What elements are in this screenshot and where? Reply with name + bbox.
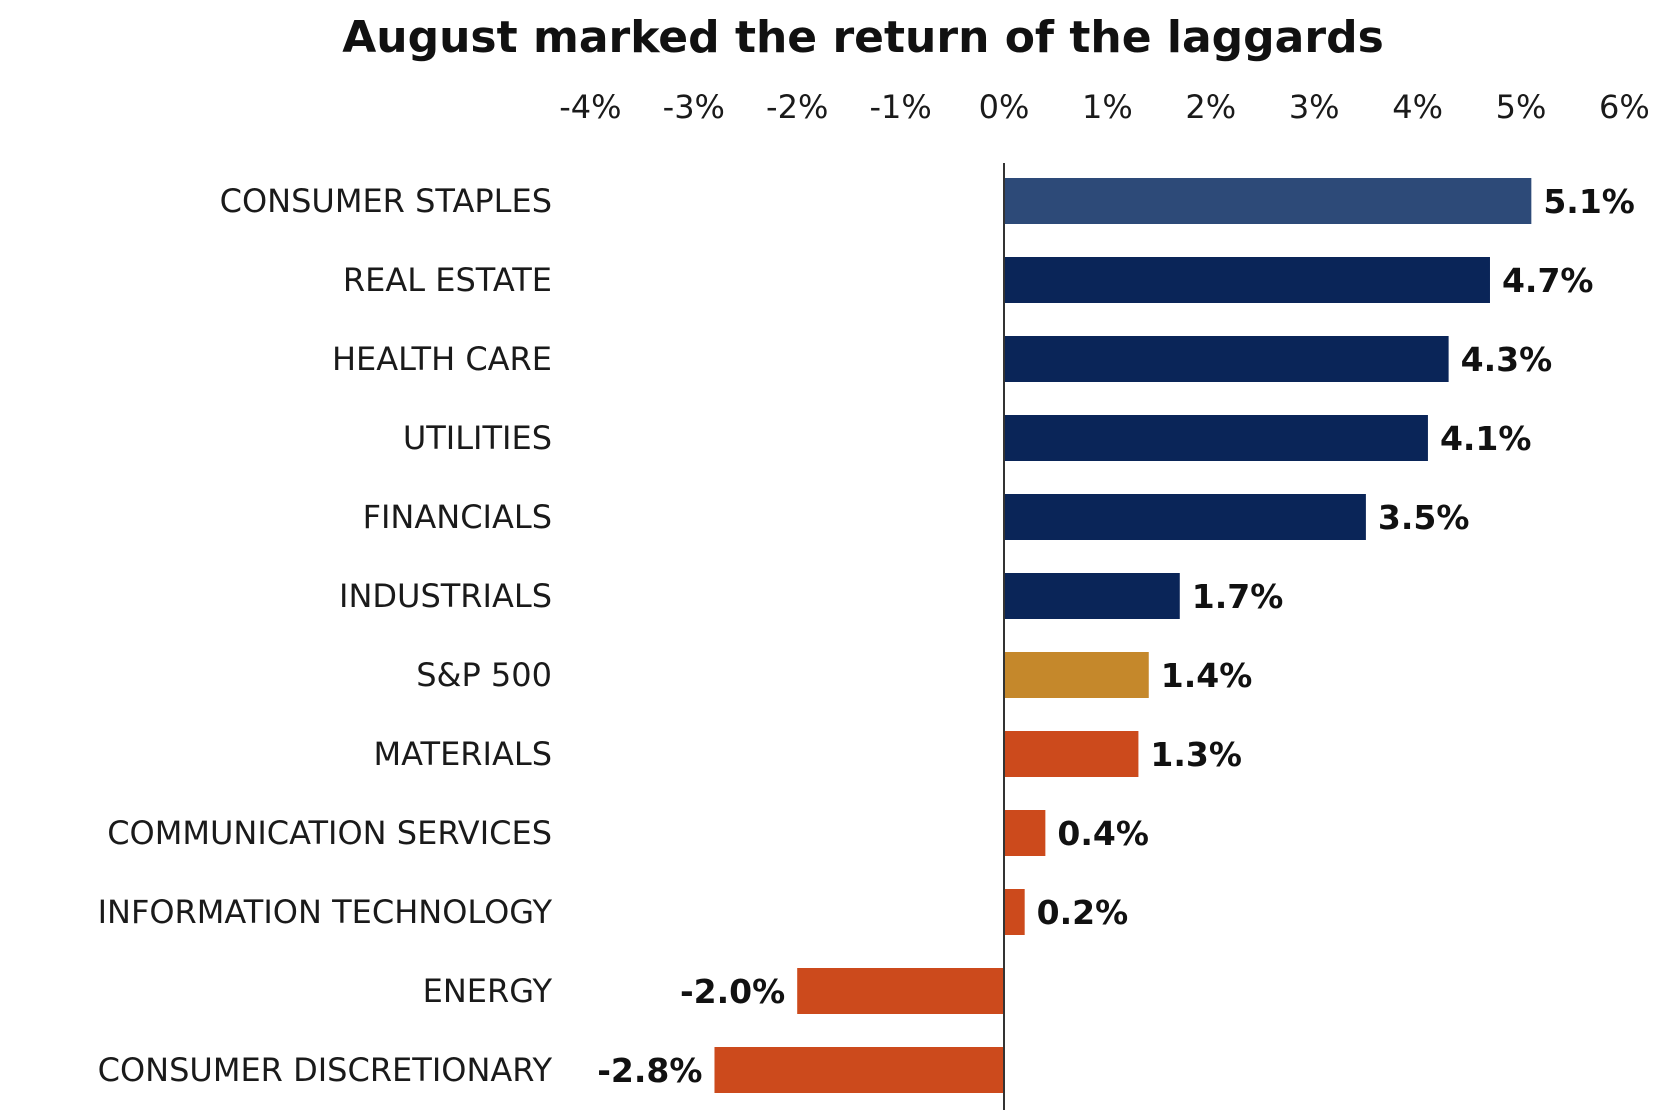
bar xyxy=(1004,178,1532,224)
x-tick-label: -4% xyxy=(559,88,621,126)
bars-group xyxy=(714,178,1532,1093)
bar xyxy=(797,968,1004,1014)
category-label: ENERGY xyxy=(423,972,553,1010)
chart-title: August marked the return of the laggards xyxy=(342,12,1384,63)
bar xyxy=(1004,731,1139,777)
category-label: CONSUMER DISCRETIONARY xyxy=(98,1051,553,1089)
x-tick-label: 5% xyxy=(1496,88,1547,126)
x-tick-label: -3% xyxy=(663,88,725,126)
category-label: CONSUMER STAPLES xyxy=(220,182,552,220)
category-labels: CONSUMER STAPLES REAL ESTATE HEALTH CARE UT… xyxy=(98,182,553,1089)
category-label: S&P 500 xyxy=(416,656,552,694)
data-label: 4.7% xyxy=(1502,261,1594,300)
data-label: 0.2% xyxy=(1037,893,1129,932)
x-tick-label: -2% xyxy=(766,88,828,126)
data-label: 4.1% xyxy=(1440,419,1532,458)
data-label: 3.5% xyxy=(1378,498,1470,537)
bar xyxy=(1004,257,1490,303)
category-label: HEALTH CARE xyxy=(332,340,552,378)
x-tick-label: -1% xyxy=(869,88,931,126)
bar xyxy=(1004,336,1449,382)
bar xyxy=(1004,573,1180,619)
category-label: INFORMATION TECHNOLOGY xyxy=(98,893,553,931)
data-label: 1.7% xyxy=(1192,577,1284,616)
category-label: COMMUNICATION SERVICES xyxy=(107,814,552,852)
x-tick-label: 0% xyxy=(979,88,1030,126)
x-tick-label: 1% xyxy=(1082,88,1133,126)
bar xyxy=(1004,889,1025,935)
bar xyxy=(1004,494,1366,540)
data-label: 5.1% xyxy=(1543,182,1635,221)
category-label: FINANCIALS xyxy=(363,498,552,536)
data-label: 1.3% xyxy=(1150,735,1242,774)
bar xyxy=(714,1047,1004,1093)
data-label: -2.0% xyxy=(680,972,785,1011)
category-label: INDUSTRIALS xyxy=(339,577,552,615)
data-label: 1.4% xyxy=(1161,656,1253,695)
category-label: REAL ESTATE xyxy=(343,261,552,299)
bar xyxy=(1004,415,1428,461)
x-tick-label: 6% xyxy=(1599,88,1650,126)
category-label: UTILITIES xyxy=(403,419,552,457)
bar xyxy=(1004,652,1149,698)
x-tick-label: 3% xyxy=(1289,88,1340,126)
value-labels: 5.1% 4.7% 4.3% 4.1% 3.5% 1.7% 1.4% 1.3% 0.4% 0.2%… xyxy=(597,182,1635,1090)
data-label: 0.4% xyxy=(1057,814,1149,853)
x-axis-ticks: -4% -3% -2% -1% 0% 1% 2% 3% 4% 5% 6% xyxy=(559,88,1650,126)
x-tick-label: 2% xyxy=(1185,88,1236,126)
x-tick-label: 4% xyxy=(1392,88,1443,126)
bar xyxy=(1004,810,1046,856)
category-label: MATERIALS xyxy=(374,735,552,773)
data-label: -2.8% xyxy=(597,1051,702,1090)
data-label: 4.3% xyxy=(1461,340,1553,379)
